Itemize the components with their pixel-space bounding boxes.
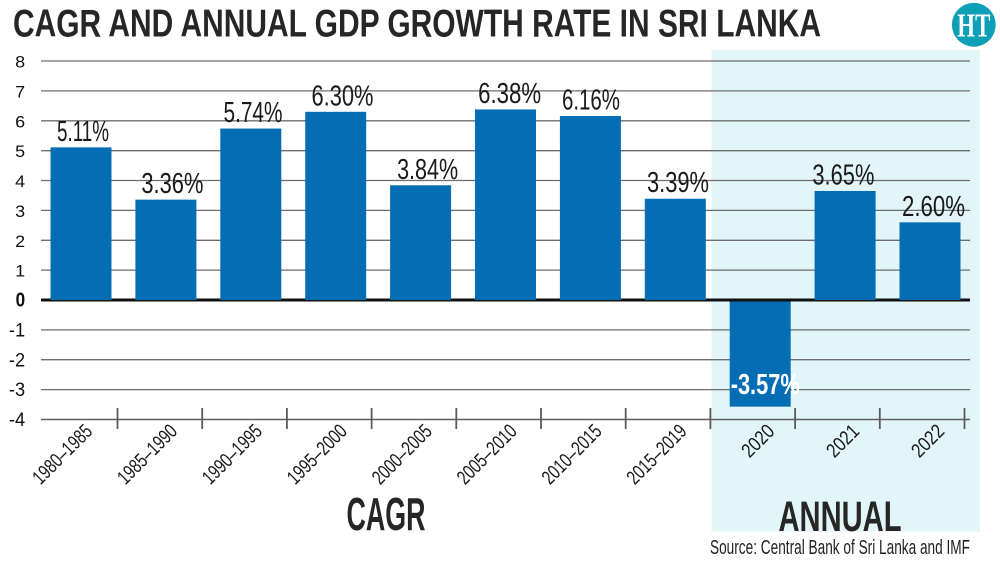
svg-text:3.36%: 3.36% [141,168,203,200]
svg-text:1: 1 [15,262,25,281]
svg-text:ANNUAL: ANNUAL [779,493,902,541]
svg-text:-1: -1 [9,321,25,342]
svg-text:3: 3 [15,202,25,221]
svg-text:6.30%: 6.30% [312,80,374,112]
svg-text:2: 2 [15,232,25,251]
svg-text:6.16%: 6.16% [562,85,620,117]
svg-text:-3.57%: -3.57% [731,369,800,401]
svg-text:CAGR AND ANNUAL GDP GROWTH RAT: CAGR AND ANNUAL GDP GROWTH RATE IN SRI L… [13,3,821,46]
svg-text:-2: -2 [9,350,25,371]
svg-text:5.11%: 5.11% [57,116,109,148]
svg-text:3.39%: 3.39% [647,167,709,199]
svg-text:5: 5 [15,142,25,161]
svg-text:-4: -4 [9,410,26,431]
svg-text:8: 8 [15,53,25,72]
svg-text:CAGR: CAGR [347,488,426,540]
svg-text:-3: -3 [9,380,25,401]
svg-text:3.84%: 3.84% [397,154,458,186]
svg-text:6.38%: 6.38% [478,78,541,110]
svg-text:7: 7 [15,83,25,102]
svg-text:4: 4 [15,172,25,191]
svg-text:0: 0 [16,290,26,312]
svg-text:HT: HT [957,8,990,45]
svg-text:Source: Central Bank of Sri La: Source: Central Bank of Sri Lanka and IM… [710,537,970,559]
svg-text:3.65%: 3.65% [812,160,874,192]
svg-text:5.74%: 5.74% [224,97,283,129]
svg-text:6: 6 [15,112,25,131]
svg-text:2.60%: 2.60% [902,191,965,223]
